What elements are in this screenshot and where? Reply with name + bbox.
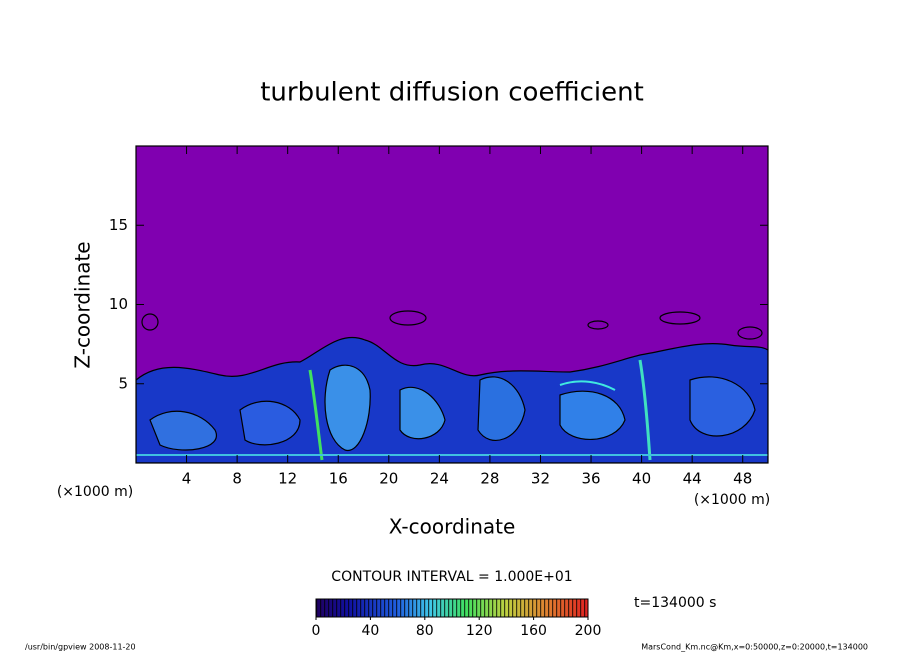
x-tick-label: 12: [278, 470, 297, 488]
unit-label: (×1000 m): [694, 492, 770, 508]
x-tick-label: 4: [182, 470, 192, 488]
colorbar-stripes: [316, 599, 588, 617]
x-tick-label: 36: [581, 470, 600, 488]
unit-label: (×1000 m): [57, 484, 133, 500]
x-tick-label: 20: [379, 470, 398, 488]
contour-interval: CONTOUR INTERVAL = 1.000E+01: [331, 569, 572, 585]
time-label: t=134000 s: [634, 595, 716, 611]
y-tick-label: 15: [109, 216, 128, 234]
x-tick-label: 48: [733, 470, 752, 488]
chart-title: turbulent diffusion coefficient: [260, 78, 644, 108]
x-tick-label: 16: [329, 470, 348, 488]
colorbar-tick-label: 80: [416, 623, 434, 639]
colorbar-tick-label: 200: [575, 623, 602, 639]
y-axis-label: Z-coordinate: [71, 241, 95, 368]
footer-right: MarsCond_Km.nc@Km,x=0:50000,z=0:20000,t=…: [641, 643, 868, 652]
colorbar-tick-label: 160: [520, 623, 547, 639]
y-tick-label: 10: [109, 295, 128, 313]
y-tick-label: 5: [118, 374, 128, 392]
x-tick-label: 40: [632, 470, 651, 488]
x-axis-label: X-coordinate: [389, 515, 516, 539]
x-tick-label: 28: [480, 470, 499, 488]
x-tick-label: 32: [531, 470, 550, 488]
turbulent-field: [136, 310, 768, 463]
x-tick-label: 24: [430, 470, 449, 488]
colorbar-tick-label: 120: [466, 623, 493, 639]
colorbar-tick-label: 0: [312, 623, 321, 639]
x-tick-label: 8: [232, 470, 242, 488]
x-tick-label: 44: [683, 470, 702, 488]
footer-left: /usr/bin/gpview 2008-11-20: [25, 643, 136, 652]
colorbar-tick-label: 40: [361, 623, 379, 639]
